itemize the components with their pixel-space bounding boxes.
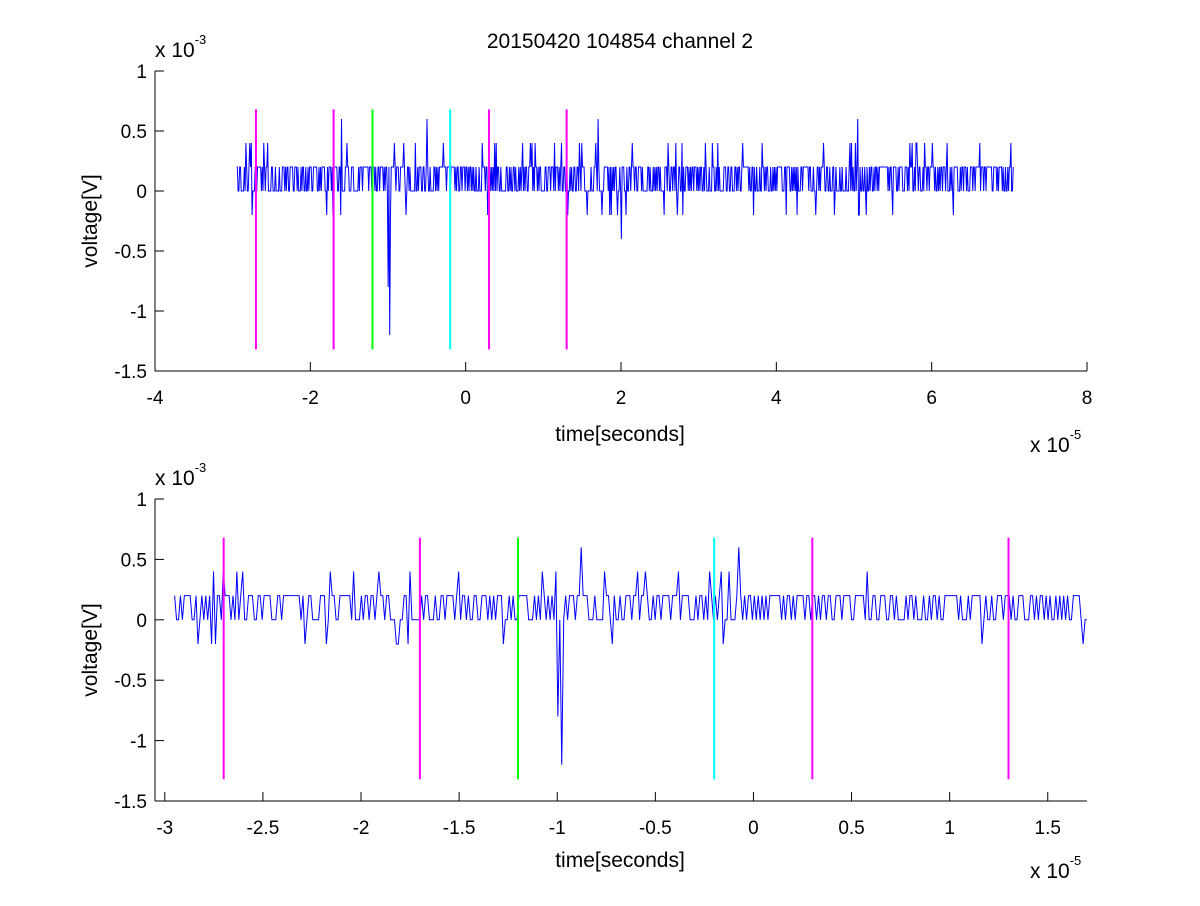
plot-bottom: -3 -2.5 -2 -1.5 -1 -0.5 0 0.5 1 1.5 -1.5 -1 -0.5 0 0.5… xyxy=(79,460,1087,883)
plot-top-y-multiplier-exp: -3 xyxy=(195,32,207,47)
plot-top-axes: -4 -2 0 2 4 6 8 -1.5 -1 -0.5 0 0.5 1 xyxy=(114,62,1092,409)
plot-bottom-y-multiplier-exp: -3 xyxy=(195,460,207,475)
plot-bottom-series xyxy=(174,547,1087,765)
plot-bottom-markers xyxy=(222,537,1010,780)
plot-bottom-area xyxy=(155,499,1087,801)
plot-bottom-axes: -3 -2.5 -2 -1.5 -1 -0.5 0 0.5 1 1.5 -1.5 -1 -0.5 0 0.5… xyxy=(114,490,1087,839)
plot-top-y-multiplier-base: x 10 xyxy=(155,39,195,62)
plot-bottom-x-tick-label: -1 xyxy=(549,818,566,839)
figure-title: 20150420 104854 channel 2 xyxy=(487,30,753,53)
plot-top-x-tick-label: -2 xyxy=(302,388,319,409)
plot-top-markers xyxy=(254,109,568,350)
plot-top-y-tick-label: -1 xyxy=(130,302,147,323)
plot-top-series xyxy=(236,118,1014,336)
plot-top-ylabel: voltage[V] xyxy=(79,174,102,267)
plot-top-y-tick-label: 1 xyxy=(136,62,147,83)
plot-bottom-x-tick-label: -2.5 xyxy=(247,818,280,839)
plot-top-x-multiplier-exp: -5 xyxy=(1070,427,1082,442)
plot-top-y-tick-label: -0.5 xyxy=(114,242,147,263)
plot-bottom-x-tick-label: -2 xyxy=(353,818,370,839)
plot-top-x-tick-label: 6 xyxy=(926,388,937,409)
plot-top-x-tick-label: 4 xyxy=(771,388,782,409)
plot-bottom-y-multiplier: x 10-3 xyxy=(155,460,206,490)
plot-top-y-multiplier: x 10-3 xyxy=(155,32,206,62)
plot-top-x-multiplier-base: x 10 xyxy=(1030,434,1070,457)
plot-top-series-line xyxy=(236,118,1014,336)
plot-top-y-tick-label: 0.5 xyxy=(121,122,147,143)
plot-top: -4 -2 0 2 4 6 8 -1.5 -1 -0.5 0 0.5 1 time[seconds] v… xyxy=(79,32,1092,457)
plot-bottom-x-tick-label: 1.5 xyxy=(1035,818,1061,839)
plot-bottom-x-multiplier-base: x 10 xyxy=(1030,860,1070,883)
plot-bottom-x-multiplier-exp: -5 xyxy=(1070,853,1082,868)
plot-bottom-y-tick-label: 0 xyxy=(136,611,147,632)
plot-bottom-y-tick-label: -0.5 xyxy=(114,671,147,692)
plot-bottom-x-tick-label: -0.5 xyxy=(639,818,672,839)
plot-bottom-x-tick-label: -3 xyxy=(156,818,173,839)
plot-bottom-y-multiplier-base: x 10 xyxy=(155,467,195,490)
plot-top-y-tick-label: 0 xyxy=(136,182,147,203)
plot-top-y-tick-label: -1.5 xyxy=(114,362,147,383)
plot-top-x-tick-label: 8 xyxy=(1082,388,1093,409)
plot-top-x-tick-label: 2 xyxy=(616,388,627,409)
plot-bottom-x-tick-label: 0.5 xyxy=(838,818,864,839)
plot-bottom-ylabel: voltage[V] xyxy=(79,603,102,696)
plot-bottom-y-tick-label: 0.5 xyxy=(121,550,147,571)
plot-bottom-x-tick-label: -1.5 xyxy=(443,818,476,839)
plot-bottom-y-tick-label: -1.5 xyxy=(114,792,147,813)
plot-top-x-tick-label: -4 xyxy=(147,388,164,409)
plot-bottom-x-multiplier: x 10-5 xyxy=(1030,853,1081,883)
plot-top-x-multiplier: x 10-5 xyxy=(1030,427,1081,457)
plot-bottom-series-line xyxy=(174,547,1087,765)
plot-bottom-y-tick-label: -1 xyxy=(130,732,147,753)
plot-bottom-xlabel: time[seconds] xyxy=(555,849,685,872)
plot-top-xlabel: time[seconds] xyxy=(555,423,685,446)
plot-bottom-x-tick-label: 0 xyxy=(748,818,759,839)
plot-bottom-y-tick-label: 1 xyxy=(136,490,147,511)
plot-bottom-x-tick-label: 1 xyxy=(944,818,955,839)
plot-top-x-tick-label: 0 xyxy=(460,388,471,409)
